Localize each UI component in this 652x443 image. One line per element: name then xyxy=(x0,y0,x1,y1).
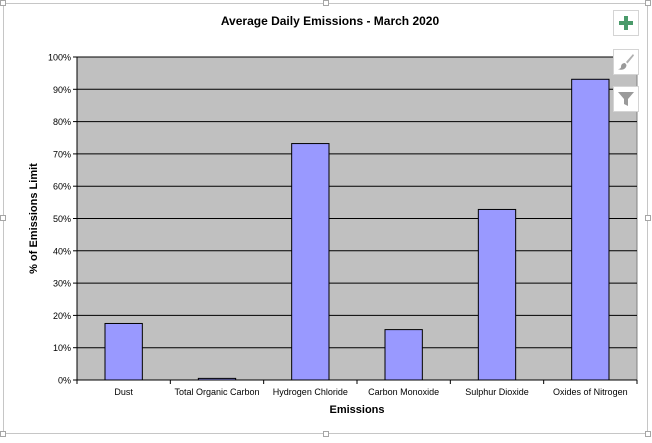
resize-handle-top-left[interactable] xyxy=(0,0,6,6)
x-axis-ticks: Dust Total Organic Carbon Hydrogen Chlorid… xyxy=(76,379,638,397)
x-tick-label: Hydrogen Chloride xyxy=(273,387,348,397)
resize-handle-top-middle[interactable] xyxy=(323,0,329,6)
y-tick-label: 70% xyxy=(53,149,71,159)
chart-styles-button[interactable] xyxy=(613,49,639,75)
resize-handle-middle-right[interactable] xyxy=(645,215,651,221)
filter-icon xyxy=(618,92,634,106)
paintbrush-icon xyxy=(618,54,634,70)
resize-handle-bottom-middle[interactable] xyxy=(323,431,329,437)
chart-title: Average Daily Emissions - March 2020 xyxy=(220,14,440,28)
bars xyxy=(104,78,610,381)
y-axis-ticks: 0% 10% 20% 30% 40% 50% 60% 70% 80% 90% 100% xyxy=(48,53,78,386)
plus-icon xyxy=(619,16,633,30)
bar[interactable] xyxy=(477,208,517,381)
chart-elements-button[interactable] xyxy=(613,10,639,36)
y-tick-label: 0% xyxy=(58,376,71,386)
chart-filters-button[interactable] xyxy=(613,86,639,112)
y-tick-label: 40% xyxy=(53,246,71,256)
resize-handle-top-right[interactable] xyxy=(645,0,651,6)
bar[interactable] xyxy=(104,322,143,381)
y-tick-label: 50% xyxy=(53,214,71,224)
x-tick-label: Dust xyxy=(114,387,133,397)
resize-handle-bottom-left[interactable] xyxy=(0,431,6,437)
y-tick-label: 30% xyxy=(53,279,71,289)
y-tick-label: 10% xyxy=(53,343,71,353)
bar[interactable] xyxy=(291,143,330,381)
y-axis-label: % of Emissions Limit xyxy=(28,163,40,274)
y-tick-label: 100% xyxy=(48,53,71,63)
y-tick-label: 80% xyxy=(53,117,71,127)
resize-handle-bottom-right[interactable] xyxy=(645,431,651,437)
x-tick-label: Carbon Monoxide xyxy=(368,387,439,397)
resize-handle-middle-left[interactable] xyxy=(0,215,6,221)
y-tick-label: 20% xyxy=(53,311,71,321)
x-tick-label: Total Organic Carbon xyxy=(174,387,259,397)
y-tick-label: 60% xyxy=(53,182,71,192)
x-tick-label: Oxides of Nitrogen xyxy=(553,387,628,397)
y-tick-label: 90% xyxy=(53,85,71,95)
x-tick-label: Sulphur Dioxide xyxy=(465,387,529,397)
bar[interactable] xyxy=(571,78,610,381)
bar[interactable] xyxy=(384,329,423,381)
x-axis-label: Emissions xyxy=(329,404,384,416)
